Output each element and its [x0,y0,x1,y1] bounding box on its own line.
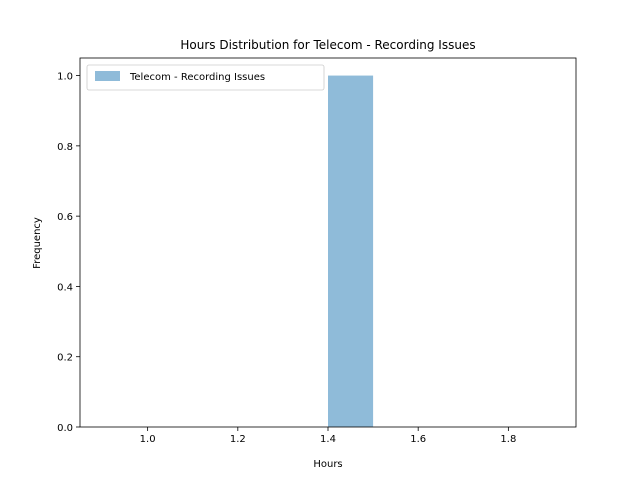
chart-title: Hours Distribution for Telecom - Recordi… [180,38,475,52]
y-tick-label: 0.2 [57,353,73,364]
legend-label: Telecom - Recording Issues [129,72,265,83]
legend: Telecom - Recording Issues [86,64,325,91]
histogram-bar-5 [328,75,374,428]
bars-layer [328,75,374,428]
x-axis-label: Hours [313,459,342,470]
y-tick-label: 1.0 [57,72,73,83]
legend-swatch [95,71,120,81]
x-tick-label: 1.4 [320,434,336,445]
legend-box [86,64,325,91]
x-tick-label: 1.6 [410,434,426,445]
y-axis-label: Frequency [32,217,43,269]
y-tick-label: 0.6 [57,212,73,223]
x-tick-label: 1.8 [500,434,516,445]
x-tick-label: 1.0 [140,434,156,445]
y-tick-label: 0.4 [57,282,73,293]
x-axis-ticks: 1.0 1.2 1.4 1.6 1.8 [140,427,516,445]
y-tick-label: 0.8 [57,142,73,153]
y-tick-label: 0.0 [57,423,73,434]
plot-frame [79,57,577,428]
y-axis-ticks: 0.0 0.2 0.4 0.6 0.8 1.0 [57,72,80,434]
x-tick-label: 1.2 [230,434,246,445]
